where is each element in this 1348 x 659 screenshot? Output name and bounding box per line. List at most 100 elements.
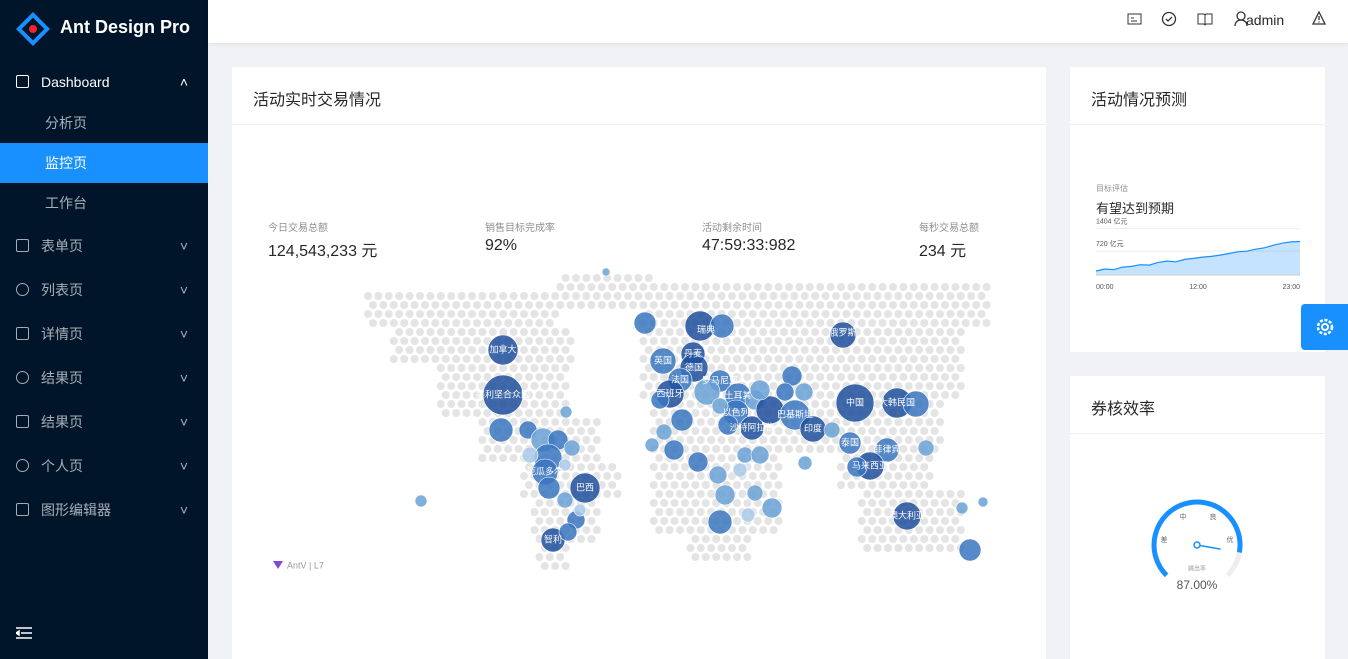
line <box>1095 240 1301 272</box>
y-tick-label: 720 亿元 <box>1096 239 1124 248</box>
map-dot <box>556 337 565 345</box>
map-dot <box>936 382 944 390</box>
map-dot <box>857 337 866 345</box>
map-dot <box>889 319 897 327</box>
book-icon[interactable] <box>1197 12 1215 28</box>
map-dot <box>894 292 903 300</box>
gauge-level: 良 <box>1210 512 1217 521</box>
map-dot <box>774 337 783 345</box>
map-dot <box>837 283 845 291</box>
menu-item[interactable]: 结果页 ˅ <box>0 402 208 442</box>
map-dot <box>473 409 481 417</box>
map-dot <box>374 292 383 300</box>
map-bubble <box>749 379 771 401</box>
map-bubble <box>482 374 524 416</box>
map-dot <box>790 346 799 354</box>
map-dot <box>889 337 897 345</box>
doc-icon[interactable] <box>1126 12 1146 28</box>
map-dot <box>649 283 658 291</box>
map-dot <box>873 490 882 498</box>
menu-item[interactable]: 图形编辑器 ˅ <box>0 490 208 530</box>
menu-item[interactable]: 列表页 ˅ <box>0 270 208 310</box>
map-dot <box>982 283 991 291</box>
map-dot <box>769 310 778 318</box>
map-dot <box>416 346 424 354</box>
warning-icon[interactable] <box>1312 11 1328 27</box>
realtime-card: 活动实时交易情况 加拿大 美利坚合众国 厄瓜多尔 巴西 智利 瑞典 丹麦 英国 德国 法国 罗马尼亚… <box>232 67 1046 659</box>
map-dot <box>634 292 643 300</box>
map-bubble <box>775 382 795 402</box>
map-dot <box>545 499 554 507</box>
map-dot <box>410 319 419 327</box>
map-dot <box>561 472 570 480</box>
map-dot <box>936 328 944 336</box>
map-dot <box>701 283 710 291</box>
map-dot <box>826 355 835 363</box>
map-dot <box>941 337 949 345</box>
map-dot <box>655 454 664 462</box>
map-dot <box>878 481 887 489</box>
map-dot <box>941 319 949 327</box>
map-dot <box>961 319 970 327</box>
map-dot <box>780 292 788 300</box>
map-dot <box>889 427 897 435</box>
map-dot <box>873 508 882 516</box>
menu-item[interactable]: 结果页 ˅ <box>0 358 208 398</box>
map-dot <box>832 292 840 300</box>
map-dot <box>899 301 908 309</box>
map-dot <box>613 472 622 480</box>
menu-item[interactable]: 个人页 ˅ <box>0 446 208 486</box>
map-dot <box>904 364 913 372</box>
map-label: 澳大利亚 <box>889 509 925 520</box>
map-bubble <box>601 267 611 277</box>
menu-item[interactable]: 监控页 <box>0 143 208 183</box>
map-dot <box>478 328 487 336</box>
collapse-button[interactable] <box>16 626 32 640</box>
map-dot <box>441 355 450 363</box>
map-bubble <box>711 397 729 415</box>
map-dot <box>473 319 481 327</box>
map-dot <box>701 409 710 417</box>
map-dot <box>691 481 700 489</box>
map-dot <box>540 382 549 390</box>
menu-item[interactable]: Dashboard ˄ <box>0 62 208 102</box>
map-dot <box>728 454 736 462</box>
map-dot <box>930 301 939 309</box>
map-dot <box>707 418 716 426</box>
map-label: 西班牙 <box>656 387 683 398</box>
settings-button[interactable] <box>1301 304 1348 350</box>
map-dot <box>525 301 533 309</box>
map-dot <box>863 310 872 318</box>
menu-icon <box>16 371 29 384</box>
stat-value: 92% <box>485 237 518 254</box>
menu-item[interactable]: 分析页 <box>0 103 208 143</box>
map-dot <box>946 346 955 354</box>
menu-arrow: ˅ <box>179 458 188 474</box>
map-dot <box>951 391 960 399</box>
map-dot <box>873 544 882 552</box>
menu-item[interactable]: 详情页 ˅ <box>0 314 208 354</box>
map-dot <box>868 481 877 489</box>
map-dot <box>712 337 721 345</box>
menu-item[interactable]: 表单页 ˅ <box>0 226 208 266</box>
map-dot <box>431 319 440 327</box>
user-icon[interactable] <box>1234 11 1250 29</box>
map-dot <box>717 436 726 444</box>
map-dot <box>909 463 918 471</box>
map-dot <box>857 301 866 309</box>
map-dot <box>832 382 840 390</box>
menu-item[interactable]: 工作台 <box>0 183 208 223</box>
map-dot <box>639 337 648 345</box>
map-dot <box>733 517 741 525</box>
stat-value: 234 元 <box>919 243 967 260</box>
map-dot <box>551 418 560 426</box>
user-name[interactable]: admin <box>1246 12 1285 28</box>
map-dot <box>592 454 601 462</box>
map-dot <box>389 301 398 309</box>
check-icon[interactable] <box>1161 11 1179 29</box>
map-dot <box>951 517 960 525</box>
menu-label: 分析页 <box>45 115 87 131</box>
map-dot <box>816 283 825 291</box>
map-bubble <box>746 484 764 502</box>
map-dot <box>733 535 741 543</box>
